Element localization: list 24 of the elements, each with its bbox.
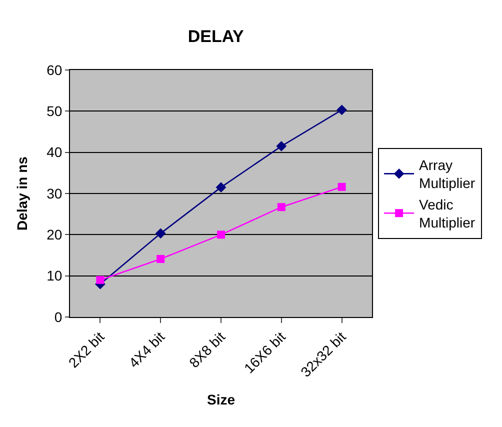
y-axis-title: Delay in ns [14,156,30,230]
point [155,228,166,239]
point [96,276,104,284]
chart-title: DELAY [188,26,245,46]
y-tick-label: 60 [46,62,62,78]
y-tick-label: 30 [46,185,62,202]
y-tick-label: 0 [54,308,62,325]
point [336,104,347,116]
point [276,140,287,152]
x-tick-label: 2X2 bit [65,328,108,371]
point [217,230,225,239]
x-axis-title: Size [206,391,236,408]
point [277,203,286,212]
y-tick-label: 50 [46,103,62,120]
y-tick-label: 20 [46,226,62,243]
x-tick-label: 4X4 bit [126,328,168,371]
point [216,182,226,193]
point [338,182,346,191]
legend-label: Vedic Multiplier [419,196,476,231]
legend-label: Array Multiplier [419,157,476,192]
point [156,254,165,263]
x-tick-label: 8X8 bit [186,328,228,371]
y-tick-label: 10 [46,268,62,284]
y-tick-label: 40 [46,144,62,160]
